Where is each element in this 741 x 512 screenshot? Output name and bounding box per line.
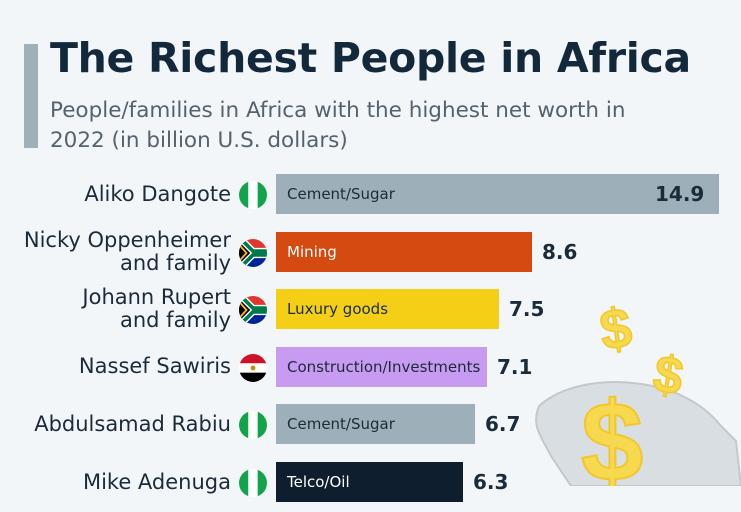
person-name: Nassef Sawiris — [0, 337, 231, 397]
value-label: 14.9 — [655, 182, 705, 206]
nigeria-flag-icon — [239, 181, 267, 209]
sector-label: Construction/Investments — [287, 357, 481, 376]
person-name: Aliko Dangote — [0, 164, 231, 224]
bar-row: Abdulsamad Rabiu Cement/Sugar 6.7 — [0, 394, 741, 454]
person-name-line: Johann Rupert — [82, 285, 231, 310]
bar: Cement/Sugar — [276, 174, 719, 214]
person-name-line: Mike Adenuga — [82, 469, 231, 494]
person-name-line: Nassef Sawiris — [78, 354, 231, 379]
south-africa-flag-icon — [239, 296, 267, 325]
sector-label: Luxury goods — [287, 300, 389, 319]
nigeria-flag-icon — [239, 411, 267, 440]
chart-subtitle: People/families in Africa with the highe… — [50, 98, 626, 153]
bar: Telco/Oil — [276, 462, 463, 502]
person-name: Abdulsamad Rabiu — [0, 394, 231, 454]
person-name-line: and family — [120, 308, 231, 333]
bar-row: Nassef Sawiris Construction/Investments 7.… — [0, 337, 741, 397]
bar: Mining — [276, 231, 532, 272]
title-accent-bar — [24, 44, 38, 148]
bar: Construction/Investments — [276, 346, 487, 387]
value-label: 7.5 — [509, 297, 545, 322]
person-name: Nicky Oppenheimer and family — [0, 222, 231, 282]
value-label: 6.3 — [473, 470, 509, 494]
person-name: Johann Rupert and family — [0, 279, 231, 339]
value-label: 6.7 — [485, 412, 521, 437]
egypt-flag-icon — [239, 353, 267, 382]
bar-row: Aliko Dangote Cement/Sugar 14.9 — [0, 164, 741, 224]
sector-label: Telco/Oil — [287, 473, 350, 491]
bar-row: Mike Adenuga Telco/Oil 6.3 — [0, 452, 741, 512]
bar-row: Nicky Oppenheimer and family Mining 8.6 — [0, 222, 741, 282]
chart-title: The Richest People in Africa — [50, 34, 691, 82]
bar-row: Johann Rupert and family Luxury goods 7.5 — [0, 279, 741, 339]
person-name-line: Aliko Dangote — [84, 181, 231, 206]
bar: Cement/Sugar — [276, 404, 475, 445]
value-label: 7.1 — [497, 354, 533, 379]
person-name: Mike Adenuga — [0, 452, 231, 512]
sector-label: Cement/Sugar — [287, 185, 395, 203]
person-name-line: Abdulsamad Rabiu — [34, 411, 231, 436]
value-label: 8.6 — [542, 239, 578, 264]
bar: Luxury goods — [276, 289, 499, 330]
nigeria-flag-icon — [239, 469, 267, 497]
sector-label: Cement/Sugar — [287, 415, 395, 434]
south-africa-flag-icon — [239, 238, 267, 267]
person-name-line: and family — [120, 250, 231, 275]
sector-label: Mining — [287, 242, 337, 261]
person-name-line: Nicky Oppenheimer — [23, 227, 231, 252]
